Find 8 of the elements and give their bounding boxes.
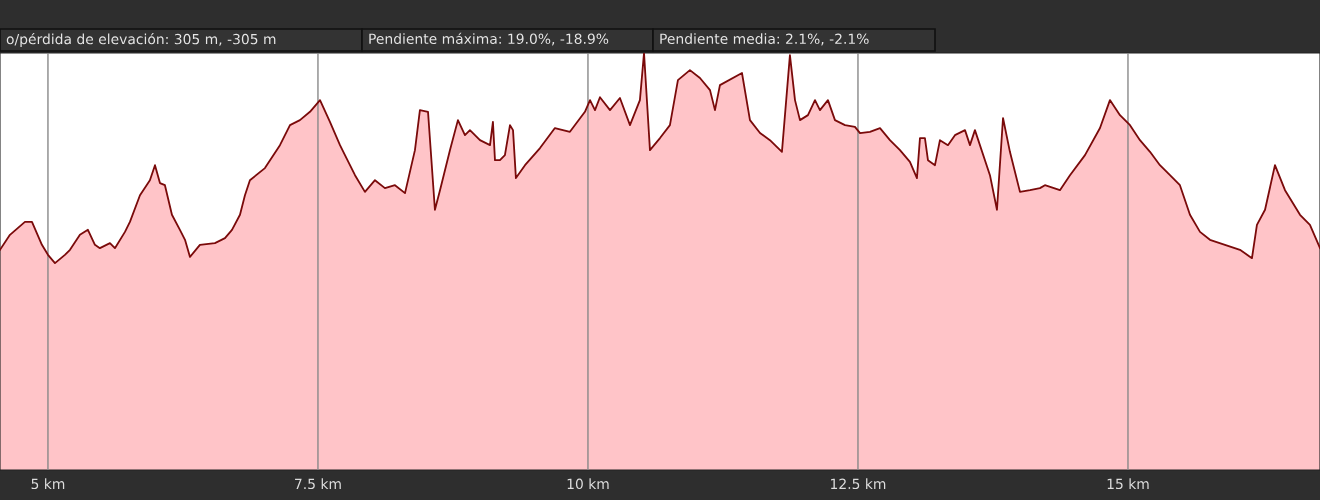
text: Pendiente media: 2.1%, -2.1% xyxy=(660,33,869,46)
x-tick-label: 15 km xyxy=(1107,478,1149,490)
x-tick-label: 10 km xyxy=(567,478,609,490)
x-tick-label: 7.5 km xyxy=(295,478,341,490)
x-tick-label: 5 km xyxy=(31,478,65,490)
text: Pendiente máxima: 19.0%, -18.9% xyxy=(369,32,609,46)
x-tick-label: 12.5 km xyxy=(831,478,886,490)
text: o/pérdida de elevación: 305 m, -305 m xyxy=(6,33,276,47)
